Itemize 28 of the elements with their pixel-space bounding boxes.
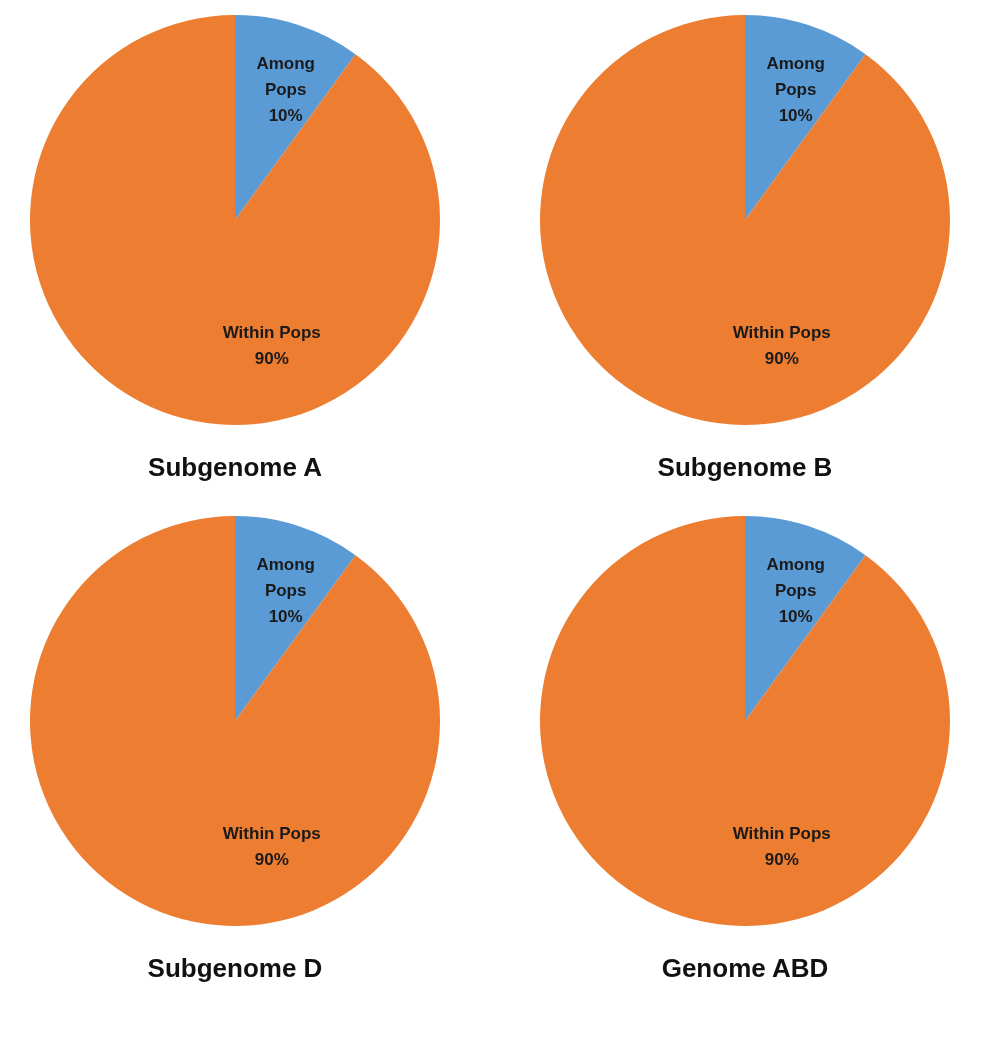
pie-slice [540,516,950,926]
data-label: 10% [778,106,813,126]
text: Subgenome D [147,953,323,983]
pie-slice [745,15,866,220]
data-label: 10% [268,106,303,126]
data-label: 10% [268,607,303,627]
slice-label: Among Pops [766,54,825,100]
text: Subgenome A [148,452,323,482]
pie-slice [30,15,440,425]
pie-slice [235,15,356,220]
pie-slice [745,516,866,721]
slice-label: Within Pops [222,323,321,343]
slice-label: Among Pops [256,54,315,100]
slice-label: Among Pops [766,555,825,601]
pie-slice [540,15,950,425]
pie-slice [30,516,440,926]
pie-slice [235,516,356,721]
text: Subgenome B [657,452,833,482]
data-label: 90% [764,349,799,369]
data-label: 90% [764,850,799,870]
text: Genome ABD [661,953,829,983]
data-label: 90% [254,850,289,870]
data-label: 90% [254,349,289,369]
data-label: 10% [778,607,813,627]
slice-label: Within Pops [222,824,321,844]
slice-label: Within Pops [732,323,831,343]
slice-label: Within Pops [732,824,831,844]
slice-label: Among Pops [256,555,315,601]
